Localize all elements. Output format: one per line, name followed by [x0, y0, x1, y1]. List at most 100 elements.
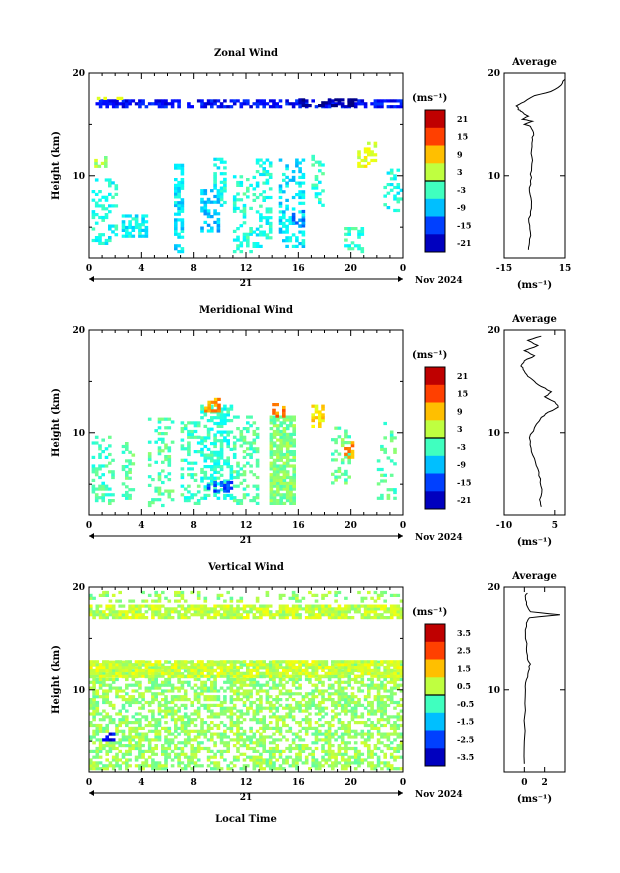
heatmap-cell	[151, 668, 155, 672]
heatmap-cell	[350, 692, 355, 696]
heatmap-cell	[229, 496, 234, 500]
heatmap-cell	[147, 764, 152, 768]
heatmap-cell	[249, 206, 253, 210]
heatmap-cell	[196, 715, 201, 719]
heatmap-cell	[203, 596, 208, 600]
heatmap-cell	[311, 416, 315, 420]
heatmap-cell	[164, 677, 168, 682]
heatmap-cell	[226, 430, 230, 434]
heatmap-cell	[138, 749, 142, 753]
heatmap-cell	[291, 593, 296, 597]
heatmap-cell	[393, 450, 397, 454]
heatmap-cell	[183, 424, 188, 428]
heatmap-cell	[196, 610, 201, 614]
heatmap-cell	[269, 441, 274, 445]
heatmap-cell	[376, 105, 381, 109]
heatmap-cell	[111, 458, 115, 462]
heatmap-cell	[147, 677, 152, 682]
heatmap-cell	[187, 467, 191, 471]
heatmap-cell	[118, 610, 122, 614]
heatmap-cell	[268, 161, 273, 165]
heatmap-cell	[236, 99, 240, 103]
heatmap-cell	[111, 767, 116, 771]
heatmap-cell	[141, 764, 145, 768]
heatmap-cell	[246, 706, 250, 710]
heatmap-cell	[340, 671, 345, 675]
heatmap-cell	[134, 604, 139, 608]
heatmap-cell	[282, 593, 286, 597]
heatmap-cell	[242, 607, 247, 611]
heatmap-cell	[196, 695, 201, 699]
heatmap-cell	[399, 610, 404, 614]
heatmap-cell	[151, 501, 155, 505]
heatmap-cell	[265, 674, 270, 678]
heatmap-cell	[376, 616, 381, 620]
heatmap-cell	[347, 668, 351, 672]
heatmap-cell	[380, 723, 384, 728]
heatmap-cell	[200, 746, 204, 751]
heatmap-cell	[304, 709, 309, 713]
heatmap-cell	[232, 444, 237, 448]
heatmap-cell	[101, 450, 105, 454]
heatmap-cell	[203, 439, 208, 443]
heatmap-cell	[389, 767, 394, 771]
heatmap-cell	[337, 677, 342, 682]
heatmap-cell	[249, 706, 253, 710]
heatmap-cell	[89, 721, 93, 725]
colorbar-band	[425, 695, 445, 714]
heatmap-cell	[151, 666, 155, 670]
heatmap-cell	[399, 616, 404, 620]
heatmap-cell	[334, 663, 338, 667]
heatmap-cell	[183, 669, 188, 673]
heatmap-cell	[147, 452, 152, 456]
heatmap-cell	[210, 105, 214, 109]
heatmap-cell	[174, 663, 178, 667]
heatmap-cell	[393, 674, 397, 678]
heatmap-cell	[275, 105, 279, 109]
heatmap-cell	[295, 665, 299, 670]
heatmap-cell	[311, 413, 315, 417]
heatmap-cell	[295, 746, 299, 751]
heatmap-cell	[216, 674, 221, 678]
heatmap-cell	[278, 184, 283, 188]
heatmap-cell	[206, 197, 211, 201]
heatmap-cell	[285, 715, 289, 719]
heatmap-cell	[367, 755, 371, 759]
heatmap-cell	[396, 726, 401, 730]
heatmap-cell	[102, 680, 106, 684]
heatmap-cell	[167, 689, 172, 693]
heatmap-cell	[190, 703, 194, 707]
heatmap-cell	[216, 660, 221, 664]
heatmap-cell	[167, 732, 172, 736]
heatmap-cell	[363, 102, 368, 106]
heatmap-cell	[174, 695, 178, 699]
heatmap-cell	[151, 715, 155, 719]
heatmap-cell	[125, 683, 129, 687]
heatmap-cell	[269, 438, 274, 442]
heatmap-cell	[268, 666, 273, 670]
heatmap-cell	[203, 729, 208, 733]
heatmap-cell	[291, 195, 296, 200]
heatmap-cell	[252, 674, 257, 678]
heatmap-cell	[289, 415, 293, 419]
heatmap-cell	[383, 436, 387, 440]
heatmap-cell	[219, 453, 224, 457]
heatmap-cell	[318, 712, 322, 716]
heatmap-cell	[298, 706, 302, 710]
heatmap-cell	[141, 599, 145, 603]
heatmap-cell	[282, 444, 287, 448]
heatmap-cell	[193, 421, 198, 425]
heatmap-cell	[367, 695, 371, 699]
heatmap-cell	[147, 102, 152, 106]
heatmap-cell	[216, 723, 221, 728]
colorbar-band	[425, 641, 445, 660]
heatmap-cell	[196, 709, 201, 713]
heatmap-cell	[94, 467, 99, 471]
heatmap-cell	[206, 486, 211, 490]
heatmap-cell	[360, 752, 365, 756]
heatmap-cell	[308, 604, 312, 608]
heatmap-cell	[255, 102, 260, 106]
heatmap-cell	[389, 689, 394, 693]
heatmap-cell	[92, 680, 96, 684]
heatmap-cell	[327, 741, 332, 745]
